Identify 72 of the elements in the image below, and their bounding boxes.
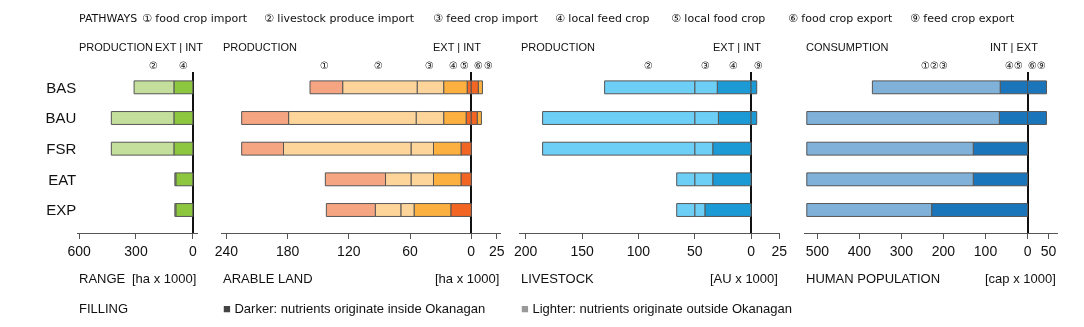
series-label: ① (320, 60, 329, 71)
x-tick-label: 0 (467, 242, 476, 259)
text: INT | EXT (990, 41, 1039, 53)
series-label: ⑥⑨ (1028, 60, 1046, 71)
series-label: ④ (449, 60, 458, 71)
y-tick-label: EXP (46, 201, 77, 219)
series-label: ⑤ (460, 60, 469, 71)
y-tick-label: EAT (48, 170, 77, 188)
text: ③ feed crop import (433, 12, 539, 25)
x-axis-title: RANGE (79, 271, 126, 286)
series-label: ⑨ (754, 60, 763, 71)
series-label: ② (149, 60, 158, 71)
series-label: ④ (179, 60, 188, 71)
y-tick-label: FSR (46, 139, 77, 157)
x-axis-title: HUMAN POPULATION (806, 271, 941, 286)
series-label: ④ (729, 60, 738, 71)
text: ② livestock produce import (264, 12, 415, 25)
text: [ha x 1000] (435, 271, 500, 286)
x-axis-title: ARABLE LAND (223, 271, 313, 286)
series-label: ④⑤ (1005, 60, 1023, 71)
text: ■ Lighter: nutrients originate outside Okanagan (521, 301, 792, 316)
x-tick-label: 300 (889, 242, 914, 259)
x-tick-label: 100 (973, 242, 998, 259)
series-label: ①②③ (921, 60, 948, 71)
chart-title: PRODUCTION (521, 41, 595, 53)
text: [ha x 1000] (132, 271, 197, 286)
x-tick-label: 25 (771, 242, 788, 259)
x-tick-label: 120 (337, 242, 361, 259)
text: EXT | INT (713, 41, 762, 53)
y-tick-label: BAS (46, 78, 77, 96)
text: FILLING (79, 301, 129, 316)
series-label: ⑨ (484, 60, 493, 71)
chart-title: PRODUCTION (223, 41, 297, 53)
x-tick-label: 240 (214, 242, 239, 259)
series-label: ② (374, 60, 383, 71)
x-tick-label: 100 (626, 242, 651, 259)
bar (175, 203, 194, 217)
text: [cap x 1000] (985, 271, 1056, 286)
text: ⑤ local food crop (671, 12, 766, 25)
x-tick-label: 150 (570, 242, 594, 259)
text: [AU x 1000] (710, 271, 778, 286)
x-tick-label: 25 (488, 242, 505, 259)
x-tick-label: 400 (847, 242, 872, 259)
series-label: ② (644, 60, 653, 71)
x-axis-title: LIVESTOCK (521, 271, 595, 286)
x-tick-label: 200 (514, 242, 538, 259)
x-tick-label: 60 (402, 242, 419, 259)
text: ⑨ feed crop export (910, 12, 1016, 25)
x-tick-label: 200 (931, 242, 956, 259)
text: ⑥ food crop export (788, 12, 894, 25)
x-tick-label: 300 (124, 242, 148, 259)
text: ■ Darker: nutrients originate inside Okanagan (223, 301, 486, 316)
y-tick-label: BAU (45, 109, 77, 127)
x-tick-label: 600 (67, 242, 92, 259)
x-tick-label: 50 (686, 242, 703, 259)
text: PATHWAYS (79, 12, 138, 25)
x-tick-label: 0 (188, 242, 197, 259)
text: EXT | INT (433, 41, 482, 53)
x-tick-label: 0 (1023, 242, 1032, 259)
text: EXT | INT (155, 41, 204, 53)
chart-title: CONSUMPTION (806, 41, 889, 53)
bar (175, 172, 194, 187)
series-label: ⑥ (474, 60, 483, 71)
x-tick-label: 50 (1040, 242, 1057, 259)
text: ④ local feed crop (555, 12, 650, 25)
x-tick-label: 500 (805, 242, 830, 259)
series-label: ③ (701, 60, 710, 71)
x-tick-label: 180 (275, 242, 300, 259)
x-tick-label: 0 (747, 242, 756, 259)
series-label: ③ (425, 60, 434, 71)
chart-title: PRODUCTION (79, 41, 153, 53)
text: ① food crop import (142, 12, 248, 25)
